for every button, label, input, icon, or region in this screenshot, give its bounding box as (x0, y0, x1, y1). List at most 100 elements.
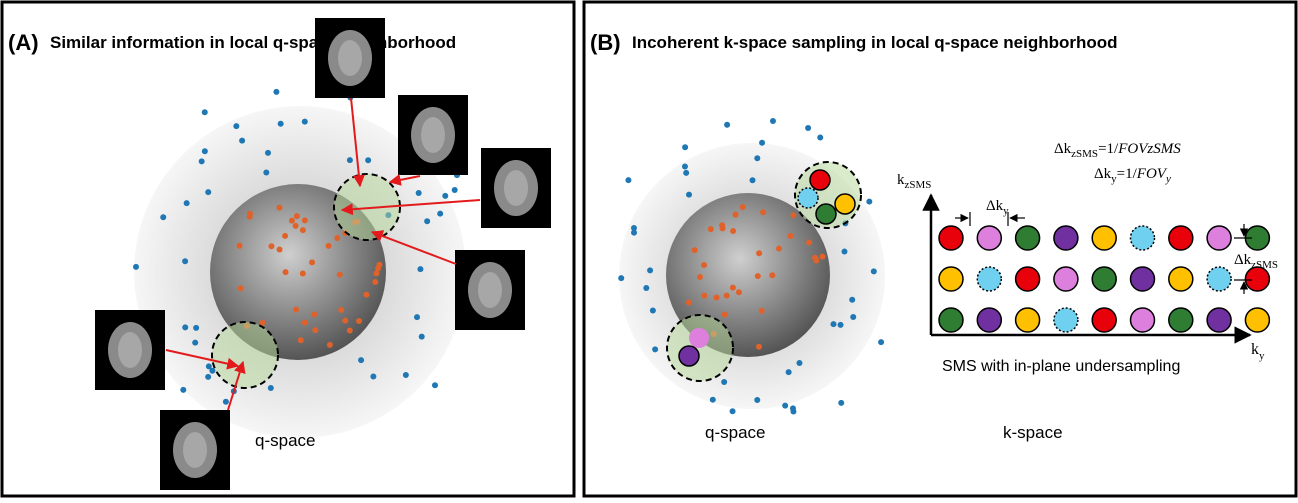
q-sample (697, 274, 703, 280)
k-sample (1016, 226, 1040, 250)
delta-label: Δky (986, 198, 1009, 217)
q-sample (365, 157, 371, 163)
q-sample (701, 262, 707, 268)
q-sample (337, 272, 343, 278)
q-sample (682, 163, 688, 169)
q-sample (302, 320, 308, 326)
q-sample (205, 374, 211, 380)
q-sample (233, 123, 239, 129)
q-sample (770, 118, 776, 124)
q-sample (643, 285, 649, 291)
formula-part: =1/ (1117, 166, 1138, 182)
delta-label: ΔkzSMS (1234, 252, 1278, 271)
q-sample (202, 109, 208, 115)
k-sample (1169, 267, 1193, 291)
q-sample (202, 148, 208, 154)
q-sample (618, 275, 624, 281)
q-sample (302, 119, 308, 125)
axis-label: ky (1251, 341, 1265, 362)
q-sample (338, 307, 344, 313)
q-sample (312, 327, 318, 333)
q-sample (730, 285, 736, 291)
q-sample (403, 372, 409, 378)
k-sample (1092, 226, 1116, 250)
q-sample (356, 318, 362, 324)
delta-label-part: Δk (986, 198, 1004, 214)
k-sample (1131, 308, 1155, 332)
q-sample (760, 209, 766, 215)
q-sample (326, 243, 332, 249)
q-sample (376, 262, 382, 268)
q-sample (878, 339, 884, 345)
q-sample (692, 247, 698, 253)
q-sample (838, 400, 844, 406)
q-sample (347, 328, 353, 334)
q-sample (722, 312, 728, 318)
page: (A) Similar information in local q-space… (0, 0, 1298, 498)
neighborhood (212, 322, 278, 388)
formula-part: Δk (1094, 166, 1112, 182)
q-sample (424, 218, 430, 224)
q-sample (817, 134, 823, 140)
q-sample (682, 144, 688, 150)
q-sample (419, 334, 425, 340)
q-sample (342, 318, 348, 324)
q-sample (830, 321, 836, 327)
q-sample (416, 190, 422, 196)
q-sample (871, 268, 877, 274)
axis-label-part: y (1259, 350, 1265, 362)
q-sample (838, 322, 844, 328)
q-sample (300, 270, 306, 276)
q-sample (160, 214, 166, 220)
q-sample (724, 122, 730, 128)
brain-detail (478, 272, 502, 308)
q-sample (268, 385, 274, 391)
k-sample (1169, 226, 1193, 250)
q-sample (759, 140, 765, 146)
k-sample (1207, 308, 1231, 332)
q-sample (278, 121, 284, 127)
q-sample (866, 199, 872, 205)
k-sample (939, 308, 963, 332)
q-sample (756, 344, 762, 350)
q-sample (806, 240, 812, 246)
formula: ΔkzSMS=1/FOVzSMS (1054, 141, 1181, 160)
q-sample (302, 217, 308, 223)
q-sample (298, 337, 304, 343)
q-sample (788, 233, 794, 239)
formula-part: =1/ (1098, 141, 1119, 157)
k-sample (1131, 226, 1155, 250)
q-sample (238, 285, 244, 291)
q-sample (334, 235, 340, 241)
k-sample (977, 308, 1001, 332)
q-sample (293, 307, 299, 313)
q-sample (730, 228, 736, 234)
k-sample (1054, 226, 1078, 250)
q-sample (650, 308, 656, 314)
formula: Δky=1/FOVy (1094, 166, 1171, 185)
q-sample (247, 214, 253, 220)
q-sample (759, 308, 765, 314)
q-sample (263, 170, 269, 176)
brain-detail (118, 332, 142, 368)
q-sample (790, 405, 796, 411)
q-sample (363, 292, 369, 298)
k-sample (1131, 267, 1155, 291)
formula-part: y (1165, 173, 1171, 185)
brain-detail (421, 117, 445, 153)
q-sample (414, 314, 420, 320)
panel-label: (A) (8, 30, 39, 55)
q-sample (776, 246, 782, 252)
q-sample (282, 233, 288, 239)
q-sample (625, 177, 631, 183)
q-sample (750, 177, 756, 183)
q-sample (265, 150, 271, 156)
axis-label-part: k (1251, 341, 1259, 358)
q-sample (239, 138, 245, 144)
panel-label: (B) (590, 30, 621, 55)
q-sample (769, 272, 775, 278)
formula-part: FOV (1136, 166, 1168, 182)
k-sample (1016, 308, 1040, 332)
figure: (A) Similar information in local q-space… (0, 0, 1298, 498)
q-sample (283, 269, 289, 275)
